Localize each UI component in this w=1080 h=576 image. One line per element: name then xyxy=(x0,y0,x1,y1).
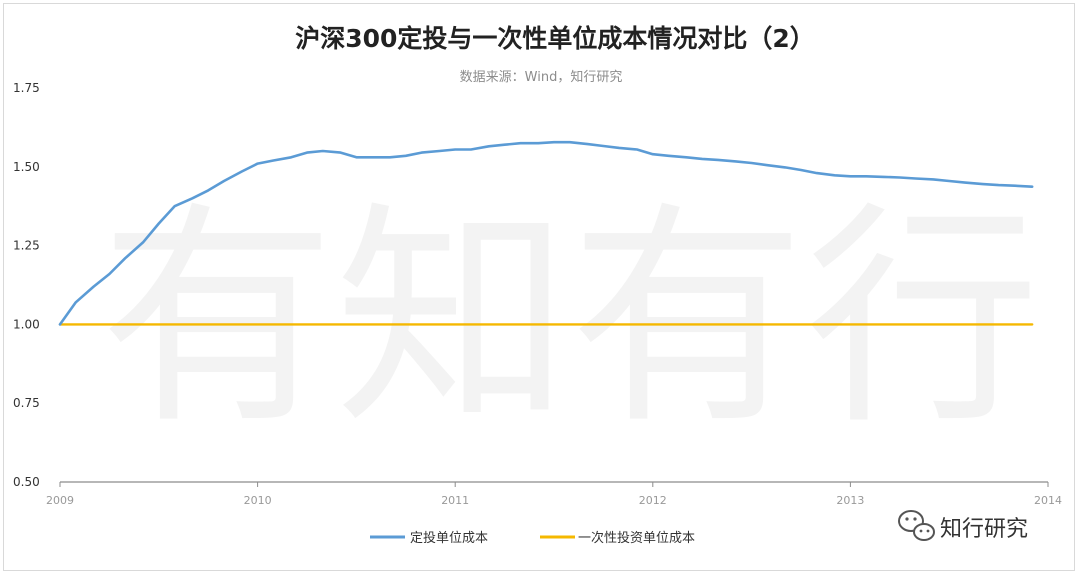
plot-area xyxy=(58,140,1034,326)
wechat-logo: 知行研究 xyxy=(898,510,1028,542)
legend-item-dca[interactable]: 定投单位成本 xyxy=(370,530,488,546)
chart-subtitle: 数据来源：Wind，知行研究 xyxy=(460,69,623,85)
wechat-account-name: 知行研究 xyxy=(940,517,1028,542)
chart-title: 沪深300定投与一次性单位成本情况对比（2） xyxy=(295,24,815,53)
x-tick-label: 2013 xyxy=(836,494,864,507)
y-tick-label: 1.75 xyxy=(13,81,40,95)
x-axis: 2009 2010 2011 2012 2013 2014 xyxy=(46,481,1062,507)
x-tick-label: 2010 xyxy=(244,494,272,507)
y-tick-label: 1.25 xyxy=(13,239,40,253)
series-line-dca xyxy=(58,140,1034,326)
watermark: 有知有行 xyxy=(100,183,1040,456)
y-tick-label: 0.75 xyxy=(13,396,40,410)
y-tick-label: 0.50 xyxy=(13,475,40,489)
chart-frame xyxy=(3,3,1075,571)
legend-label: 定投单位成本 xyxy=(410,530,488,546)
x-tick-label: 2012 xyxy=(639,494,667,507)
watermark-text: 有知有行 xyxy=(100,183,1040,456)
legend-item-lump-sum[interactable]: 一次性投资单位成本 xyxy=(540,530,695,546)
x-tick-label: 2009 xyxy=(46,494,74,507)
y-tick-label: 1.00 xyxy=(13,317,40,331)
wechat-icon xyxy=(898,510,935,541)
y-axis-ticks: 0.50 0.75 1.00 1.25 1.50 1.75 xyxy=(13,81,40,489)
x-tick-label: 2011 xyxy=(441,494,469,507)
y-tick-label: 1.50 xyxy=(13,160,40,174)
x-tick-label: 2014 xyxy=(1034,494,1062,507)
legend: 定投单位成本 一次性投资单位成本 xyxy=(370,530,695,546)
legend-label: 一次性投资单位成本 xyxy=(578,530,695,546)
